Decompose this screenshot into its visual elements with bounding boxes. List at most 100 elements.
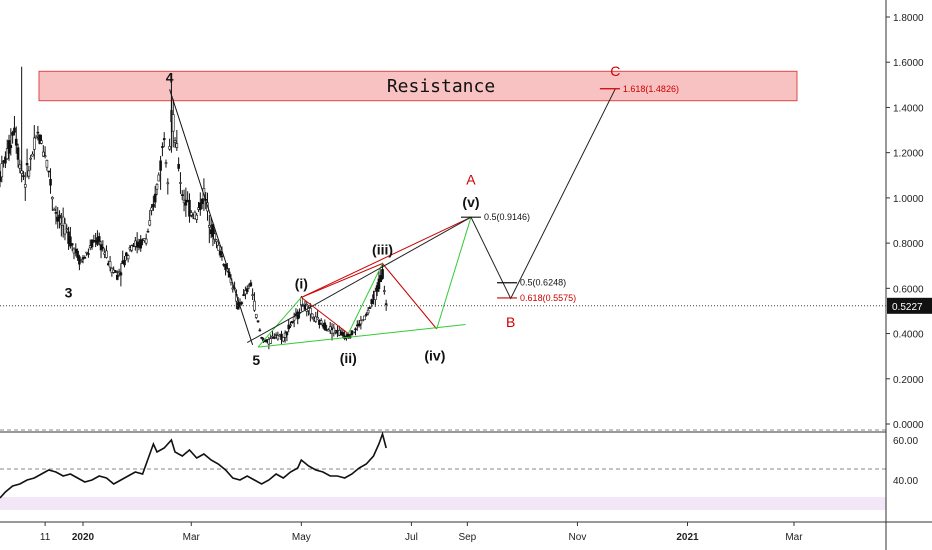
candle-body (198, 202, 202, 211)
candle-body (45, 160, 49, 168)
fib-label: 0.618(0.5575) (520, 293, 576, 303)
candle-body (310, 313, 314, 318)
time-tick-label: 2021 (676, 532, 699, 543)
candle-body (383, 290, 386, 292)
price-tick-label: 0.8000 (893, 239, 924, 250)
abc-label: B (506, 314, 515, 330)
price-tick-label: 1.8000 (893, 13, 924, 24)
candle-body (374, 291, 377, 301)
time-axis: 11 2020 Mar May Jul Sep Nov 2021 Mar (40, 522, 803, 543)
wave-label: (iii) (372, 241, 393, 257)
candle-body (54, 212, 58, 214)
candle-body (271, 336, 274, 338)
abc-label: A (466, 171, 476, 187)
candle-body (4, 156, 7, 164)
time-tick-label: Mar (785, 532, 803, 543)
candle-body (115, 274, 119, 280)
candle-body (32, 137, 36, 150)
price-tick-label: 0.0000 (893, 420, 924, 431)
candle-body (292, 316, 296, 321)
candle-body (14, 138, 18, 146)
candle-body (276, 335, 280, 340)
rsi-tick-label: 60.00 (893, 436, 918, 447)
wave-lines (169, 89, 472, 348)
rsi-line (0, 431, 387, 499)
wave-label: 3 (65, 284, 73, 300)
candle-body (40, 140, 43, 144)
candle-body (87, 253, 90, 255)
candle-body (256, 320, 260, 323)
time-tick-label: Sep (458, 532, 476, 543)
wave-line (347, 263, 383, 334)
time-tick-label: Mar (183, 532, 201, 543)
candle-body (359, 319, 363, 325)
candle-body (162, 138, 166, 141)
candle-body (49, 178, 52, 186)
candle-body (328, 326, 332, 332)
wave-label: 4 (166, 70, 174, 86)
candle-body (370, 299, 374, 305)
candle-body (27, 170, 31, 177)
wave-line (300, 297, 349, 334)
time-tick-label: 11 (40, 532, 51, 543)
wave-label: (ii) (340, 350, 357, 366)
candle-body (25, 163, 29, 166)
candle-body (65, 228, 69, 230)
wave-line (257, 324, 466, 348)
candlestick-series (0, 66, 388, 350)
price-tick-label: 1.6000 (893, 58, 924, 69)
candle-body (184, 199, 188, 206)
candle-body (153, 193, 157, 203)
candle-body (352, 331, 355, 334)
price-tick-label: 1.0000 (893, 194, 924, 205)
candle-body (189, 212, 193, 216)
wave-line (301, 263, 383, 298)
candle-body (42, 151, 45, 157)
candle-body (269, 338, 272, 344)
candle-body (357, 323, 361, 327)
candle-body (152, 203, 155, 208)
candle-body (287, 324, 291, 330)
candle-body (384, 303, 388, 305)
candle-body (177, 164, 180, 169)
candle-body (144, 238, 148, 244)
abc-labels: A B C (466, 63, 620, 330)
time-tick-label: May (292, 532, 311, 543)
candle-body (245, 288, 249, 293)
candle-body (108, 261, 112, 268)
candle-body (155, 184, 159, 190)
candle-body (289, 324, 292, 327)
rsi-tick-label: 40.00 (893, 476, 918, 487)
candle-body (249, 282, 253, 287)
wave-line (169, 89, 254, 346)
candle-body (61, 216, 65, 226)
candle-body (74, 248, 78, 253)
candle-body (13, 127, 16, 133)
candle-body (58, 214, 61, 219)
candle-body (90, 239, 94, 248)
candle-body (291, 320, 294, 324)
candle-body (200, 198, 204, 204)
candle-body (20, 170, 23, 174)
candle-body (18, 164, 22, 169)
candle-body (171, 114, 175, 132)
candle-body (274, 334, 278, 336)
candle-body (34, 136, 38, 139)
candle-body (31, 153, 34, 157)
price-tick-label: 0.2000 (893, 375, 924, 386)
candle-body (148, 220, 152, 226)
candle-body (377, 278, 381, 290)
candle-body (52, 209, 56, 211)
candle-body (164, 162, 168, 164)
candle-body (0, 163, 4, 178)
wave-line (257, 297, 302, 348)
candle-body (319, 320, 323, 324)
candle-body (188, 199, 191, 217)
candle-body (258, 329, 262, 332)
candle-body (254, 313, 258, 318)
current-price-tag: 0.5227 (887, 297, 932, 314)
rsi-band (0, 497, 886, 510)
abc-label: C (610, 63, 620, 79)
rsi-axis: 40.00 60.00 (893, 436, 918, 487)
